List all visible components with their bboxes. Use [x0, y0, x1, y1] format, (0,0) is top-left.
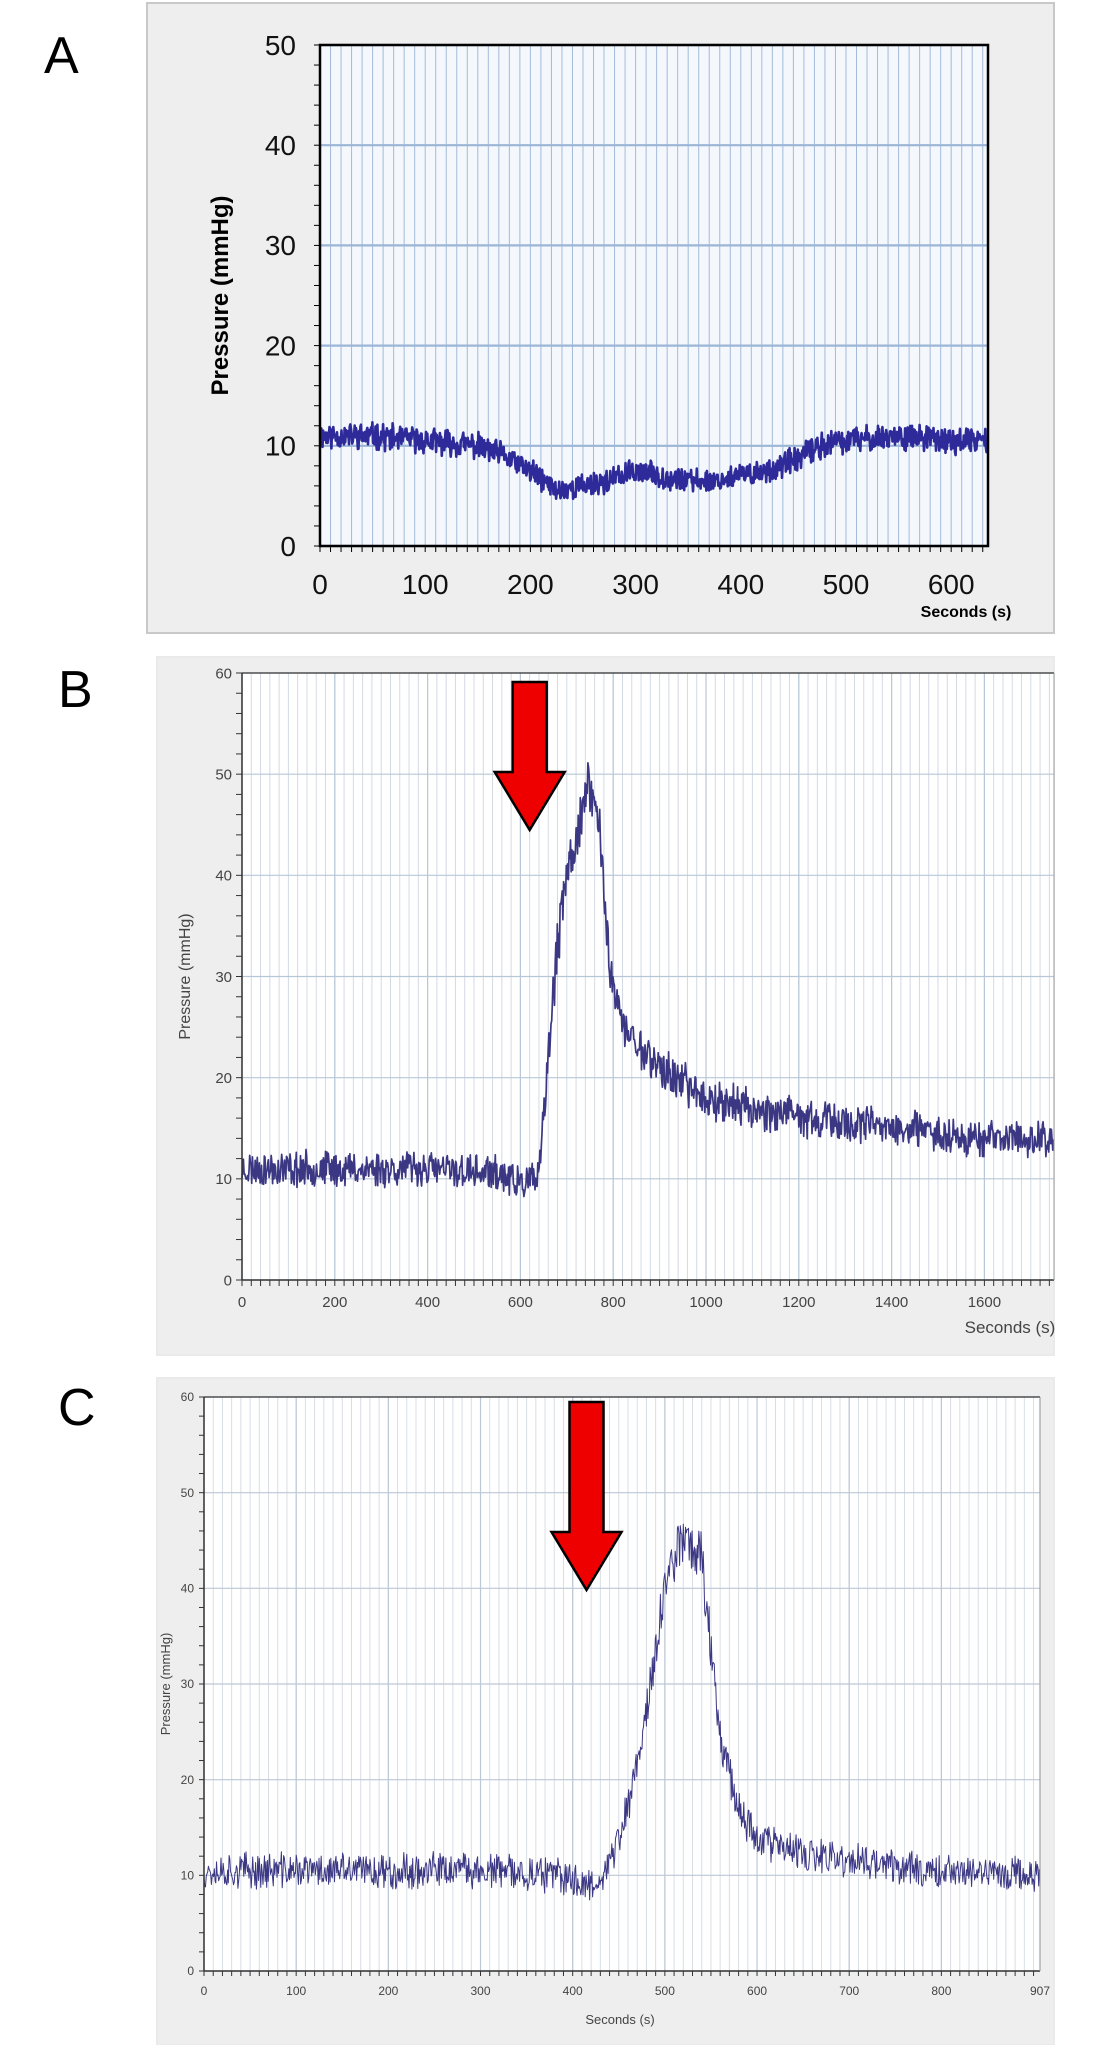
y-tick-label: 0	[187, 1964, 194, 1978]
chart-panel-b: 0 200 400 600 800 1000 1200 1400 1600 0 10 20 30 40 50…	[156, 656, 1056, 1356]
x-tick-label: 400	[717, 569, 764, 600]
x-tick-label: 500	[655, 1984, 675, 1998]
x-tick-label: 100	[286, 1984, 306, 1998]
x-tick-label: 200	[378, 1984, 398, 1998]
x-tick-label: 907	[1030, 1984, 1050, 1998]
x-tick-label: 300	[471, 1984, 491, 1998]
x-tick-label: 400	[563, 1984, 583, 1998]
x-tick-label: 400	[415, 1294, 440, 1311]
x-tick-label: 300	[612, 569, 659, 600]
y-tick-label: 30	[265, 230, 296, 261]
y-tick-label: 30	[215, 969, 232, 986]
y-tick-label: 10	[181, 1869, 195, 1883]
x-tick-label: 500	[823, 569, 870, 600]
chart-panel-c: 0 100 200 300 400 500 600 700 800 907 0 10 20 30 40 50 6…	[156, 1377, 1055, 2045]
panel-label-b: B	[58, 661, 93, 719]
x-tick-label: 800	[931, 1984, 951, 1998]
pressure-series-line	[241, 762, 1055, 1198]
y-tick-label: 40	[265, 130, 296, 161]
x-axis-label: Seconds (s)	[585, 2012, 654, 2027]
minor-gridlines	[319, 45, 984, 546]
y-axis-label: Pressure (mmHg)	[207, 195, 234, 395]
y-tick-label: 50	[265, 30, 296, 61]
y-tick-label: 60	[181, 1390, 195, 1404]
x-tick-label: 600	[928, 569, 975, 600]
y-tick-label: 0	[280, 531, 296, 562]
red-arrow-marker	[549, 1400, 624, 1593]
x-tick-label: 0	[201, 1984, 208, 1998]
x-tick-label: 1400	[875, 1294, 908, 1311]
x-tick-label: 200	[507, 569, 554, 600]
x-axis-label: Seconds (s)	[921, 604, 1012, 621]
y-tick-label: 10	[215, 1171, 232, 1188]
x-tick-label: 0	[238, 1294, 246, 1311]
y-tick-label: 30	[181, 1677, 195, 1691]
y-tick-label: 50	[215, 766, 232, 783]
x-tick-label: 0	[312, 569, 328, 600]
x-tick-label: 1000	[689, 1294, 722, 1311]
chart-panel-a: 0 100 200 300 400 500 600 0 10 20 30 40 50 Pressure (…	[146, 2, 1055, 634]
x-tick-label: 700	[839, 1984, 859, 1998]
plot-area	[320, 45, 988, 546]
y-axis-label: Pressure (mmHg)	[177, 913, 194, 1039]
x-tick-label: 1200	[782, 1294, 815, 1311]
x-tick-label: 800	[601, 1294, 626, 1311]
panel-label-a: A	[44, 27, 79, 85]
red-arrow-marker	[492, 680, 567, 833]
y-tick-label: 10	[265, 431, 296, 462]
y-tick-label: 60	[215, 665, 232, 682]
y-axis-label: Pressure (mmHg)	[158, 1633, 173, 1736]
panel-label-c: C	[58, 1379, 96, 1437]
x-tick-label: 100	[402, 569, 449, 600]
y-tick-label: 50	[181, 1486, 195, 1500]
x-tick-label: 1600	[968, 1294, 1001, 1311]
pressure-series-line	[318, 421, 989, 501]
x-tick-label: 600	[508, 1294, 533, 1311]
x-tick-label: 200	[322, 1294, 347, 1311]
y-tick-label: 20	[215, 1070, 232, 1087]
y-tick-label: 20	[181, 1773, 195, 1787]
y-tick-label: 40	[181, 1582, 195, 1596]
pressure-series-line	[203, 1523, 1040, 1901]
y-tick-label: 0	[224, 1272, 232, 1289]
x-tick-label: 600	[747, 1984, 767, 1998]
y-tick-label: 40	[215, 868, 232, 885]
plot-border	[318, 43, 990, 548]
y-tick-label: 20	[265, 330, 296, 361]
x-axis-label: Seconds (s)	[965, 1318, 1056, 1337]
